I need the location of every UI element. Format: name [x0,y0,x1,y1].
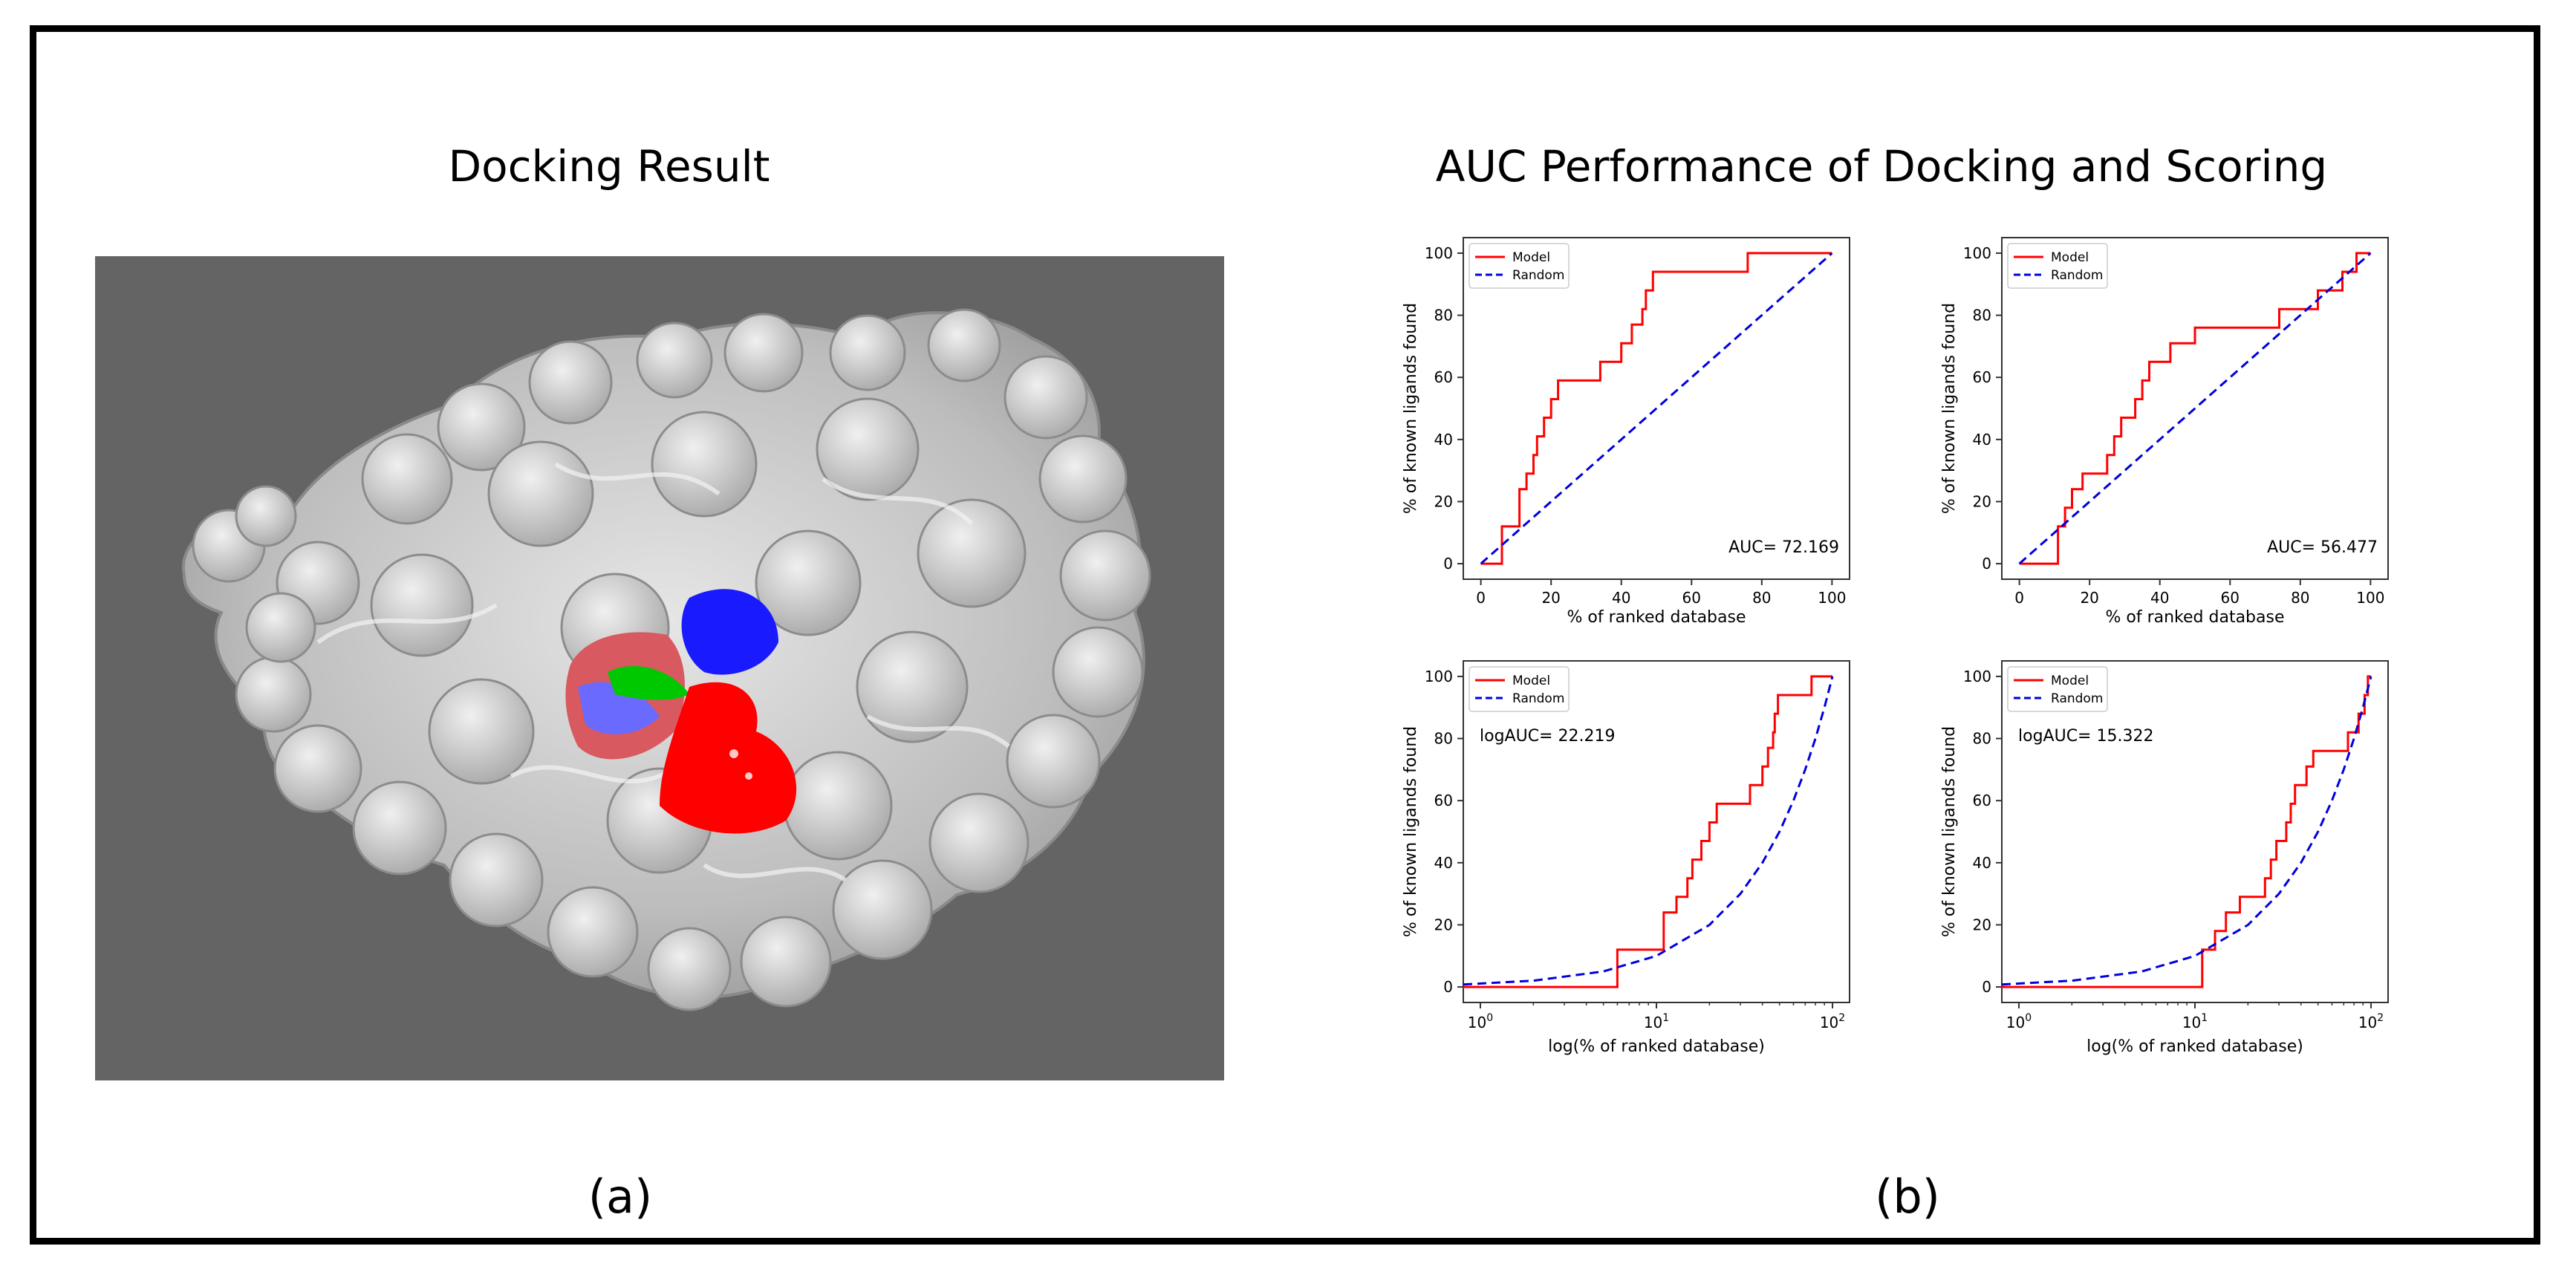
y-axis-label: % of known ligands found [1940,726,1959,937]
series-model-line [1463,675,1832,988]
legend-random-label: Random [2051,268,2103,283]
x-tick-label: 100 [1468,1012,1493,1031]
y-tick-label: 40 [1973,431,1991,449]
x-tick-label: 60 [1682,589,1701,607]
x-axis-label: % of ranked database [2105,608,2284,627]
x-tick-label: 20 [2080,589,2098,607]
series-random-line [1480,252,1833,565]
panel-b-title: AUC Performance of Docking and Scoring [1435,141,2328,192]
auc-annotation: AUC= 56.477 [2267,538,2378,557]
x-tick-label: 102 [1820,1012,1845,1031]
auc-annotation: AUC= 72.169 [1728,538,1839,557]
panel-a-caption: (a) [588,1170,653,1224]
x-tick-label: 20 [1541,589,1560,607]
x-tick-label: 0 [1476,589,1486,607]
y-tick-label: 60 [1973,792,1991,809]
y-tick-label: 40 [1973,854,1991,872]
y-tick-label: 80 [1973,307,1991,325]
series-model-line [2019,252,2371,565]
y-tick-label: 0 [1443,555,1453,573]
x-tick-label: 100 [2356,589,2384,607]
chart-top-right: 0 20 40 60 80 100 0 20 40 60 80 100 % of ranked data… [1928,230,2403,650]
legend-random-label: Random [1512,268,1564,283]
x-tick-label: 101 [1644,1012,1669,1031]
series-random-line [2001,676,2372,986]
series-random-line [1463,676,1834,986]
legend-box [2007,243,2108,289]
y-tick-label: 100 [1425,244,1453,262]
x-tick-label: 101 [2182,1012,2208,1031]
y-tick-label: 20 [1973,492,1991,510]
y-tick-label: 60 [1434,368,1453,386]
y-tick-label: 40 [1434,431,1453,449]
x-tick-label: 100 [2006,1012,2032,1031]
x-tick-label: 102 [2358,1012,2384,1031]
chart-bottom-right: 0 20 40 60 80 100 100 101 102 log(% of ranked dat… [1928,653,2403,1073]
panel-b-caption: (b) [1875,1170,1940,1224]
y-tick-label: 20 [1434,492,1453,510]
y-axis-label: % of known ligands found [1402,726,1420,937]
legend-random-label: Random [1512,691,1564,706]
y-tick-label: 0 [1982,555,1991,573]
y-tick-label: 80 [1973,730,1991,748]
figure-frame [30,25,2540,1245]
legend-model-label: Model [2051,674,2089,688]
legend-box [1468,243,1570,289]
y-tick-label: 60 [1434,792,1453,809]
y-tick-label: 20 [1973,916,1991,933]
ligand-pose [565,589,797,834]
y-tick-label: 0 [1443,978,1453,996]
chart-top-left: 0 20 40 60 80 100 0 20 40 60 80 100 % of ranked data… [1389,230,1864,650]
y-tick-label: 100 [1963,244,1991,262]
x-tick-label: 100 [1818,589,1846,607]
x-axis-label: % of ranked database [1567,608,1746,627]
legend-model-label: Model [2051,250,2089,265]
auc-annotation: logAUC= 22.219 [1480,727,1615,746]
x-tick-label: 80 [2291,589,2309,607]
y-tick-label: 80 [1434,307,1453,325]
y-axis-label: % of known ligands found [1402,303,1420,514]
panel-a-title: Docking Result [448,141,770,192]
y-tick-label: 0 [1982,978,1991,996]
y-tick-label: 80 [1434,730,1453,748]
x-tick-label: 40 [1612,589,1630,607]
chart-bottom-left: 0 20 40 60 80 100 100 101 102 log(% of ranked dat… [1389,653,1864,1073]
x-axis-label: log(% of ranked database) [2087,1037,2303,1056]
legend-model-label: Model [1512,250,1550,265]
docking-render-image [95,256,1224,1080]
legend-box [1468,666,1570,712]
y-tick-label: 20 [1434,916,1453,933]
x-tick-label: 40 [2150,589,2169,607]
y-tick-label: 100 [1963,668,1991,685]
x-tick-label: 0 [2014,589,2024,607]
x-tick-label: 80 [1752,589,1771,607]
legend-random-label: Random [2051,691,2103,706]
series-random-line [2018,252,2372,565]
plot-area [1463,660,1850,1003]
y-tick-label: 40 [1434,854,1453,872]
x-axis-label: log(% of ranked database) [1548,1037,1765,1056]
plot-area [2001,660,2389,1003]
y-axis-label: % of known ligands found [1940,303,1959,514]
x-tick-label: 60 [2221,589,2240,607]
y-tick-label: 100 [1425,668,1453,685]
auc-annotation: logAUC= 15.322 [2018,727,2153,746]
legend-box [2007,666,2108,712]
y-tick-label: 60 [1973,368,1991,386]
series-model-line [1480,252,1832,565]
docking-render [95,256,1224,1080]
legend-model-label: Model [1512,674,1550,688]
